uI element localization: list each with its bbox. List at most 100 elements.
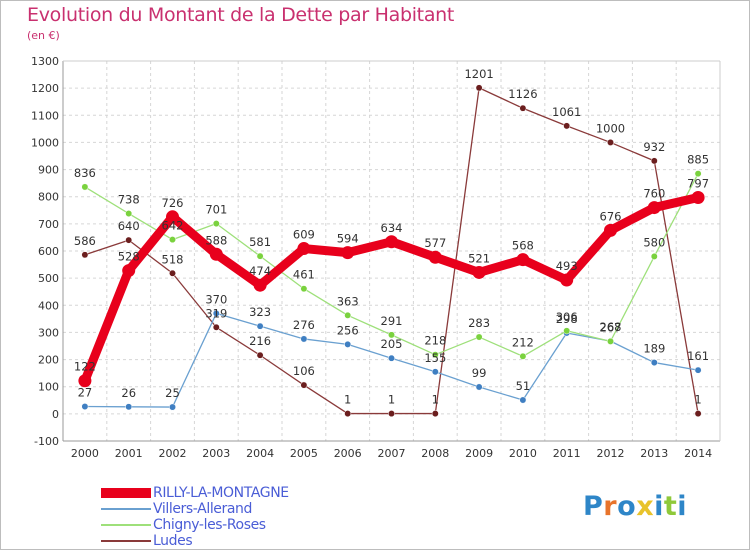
data-point — [604, 223, 617, 237]
data-point — [694, 366, 702, 374]
legend-swatch — [101, 508, 151, 510]
proxiti-logo: Proxiti — [583, 491, 687, 522]
data-label: 1 — [694, 393, 701, 407]
logo-letter: t — [663, 491, 678, 522]
x-tick-label: 2003 — [202, 447, 230, 460]
data-point — [212, 220, 220, 228]
data-point — [125, 403, 133, 411]
legend-swatch — [101, 488, 151, 498]
data-label: 155 — [424, 351, 446, 365]
data-label: 634 — [381, 221, 403, 235]
data-label: 474 — [249, 264, 271, 278]
data-point — [650, 359, 658, 367]
data-point — [475, 383, 483, 391]
legend-item: Villers-Allerand — [97, 501, 289, 517]
legend-item: RILLY-LA-MONTAGNE — [97, 485, 289, 501]
data-label: 26 — [121, 386, 136, 400]
y-tick-label: 1200 — [31, 82, 59, 95]
data-label: 106 — [293, 364, 315, 378]
data-point — [694, 170, 702, 178]
data-label: 701 — [205, 203, 227, 217]
data-label: 738 — [118, 193, 140, 207]
data-label: 276 — [293, 318, 315, 332]
data-point — [256, 351, 264, 359]
legend-item: Chigny-les-Roses — [97, 517, 289, 533]
data-point — [516, 253, 530, 267]
y-tick-label: 100 — [38, 381, 59, 394]
data-label: 594 — [337, 232, 359, 246]
data-point — [122, 264, 136, 278]
y-tick-label: 500 — [38, 272, 59, 285]
data-point — [428, 250, 442, 264]
data-label: 885 — [687, 153, 709, 167]
data-label: 256 — [337, 323, 359, 337]
data-point — [475, 333, 483, 341]
data-point — [212, 309, 220, 317]
chart-title: Evolution du Montant de la Dette par Hab… — [27, 4, 455, 26]
data-point — [125, 210, 133, 217]
data-point — [341, 246, 355, 260]
data-label: 216 — [249, 334, 271, 348]
data-label: 676 — [600, 209, 622, 223]
data-point — [344, 311, 352, 319]
data-label: 1061 — [552, 105, 581, 119]
data-point — [344, 340, 352, 348]
data-label: 1 — [388, 393, 395, 407]
data-label: 218 — [424, 334, 446, 348]
x-tick-label: 2000 — [71, 447, 99, 460]
data-label: 797 — [687, 177, 709, 191]
data-point — [472, 265, 486, 279]
data-label: 205 — [381, 337, 403, 351]
y-tick-label: 800 — [38, 191, 59, 204]
data-label: 932 — [643, 140, 665, 154]
data-point — [519, 104, 527, 112]
data-point — [388, 354, 395, 362]
y-tick-label: 300 — [38, 326, 59, 339]
data-label: 99 — [472, 366, 487, 380]
data-point — [650, 252, 658, 260]
data-point — [81, 403, 89, 410]
data-point — [431, 368, 439, 376]
data-label: 588 — [205, 233, 227, 247]
legend-swatch — [101, 540, 151, 542]
x-tick-label: 2005 — [290, 447, 318, 460]
x-tick-label: 2004 — [246, 447, 274, 460]
legend-label: Ludes — [153, 533, 193, 549]
data-point — [297, 242, 311, 256]
legend-label: RILLY-LA-MONTAGNE — [153, 485, 289, 501]
y-tick-label: 1300 — [31, 55, 59, 68]
y-tick-label: 400 — [38, 299, 59, 312]
y-tick-label: 200 — [38, 354, 59, 367]
x-tick-label: 2012 — [597, 447, 625, 460]
legend-label: Chigny-les-Roses — [153, 517, 266, 533]
data-label: 268 — [600, 320, 622, 334]
data-point — [212, 323, 220, 331]
x-tick-label: 2002 — [159, 447, 187, 460]
data-point — [81, 251, 89, 259]
y-tick-label: 1000 — [31, 136, 59, 149]
data-point — [256, 252, 264, 260]
data-point — [300, 285, 308, 293]
data-point — [256, 322, 264, 330]
data-label: 122 — [74, 360, 96, 374]
data-label: 1 — [432, 393, 439, 407]
data-label: 323 — [249, 305, 271, 319]
data-point — [388, 331, 395, 339]
data-point — [647, 201, 661, 215]
logo-letter: i — [654, 491, 664, 522]
data-label: 518 — [162, 252, 184, 266]
data-label: 581 — [249, 235, 271, 249]
data-point — [607, 337, 614, 345]
x-tick-label: 2007 — [378, 447, 406, 460]
data-label: 27 — [78, 386, 93, 400]
logo-letter: o — [617, 491, 637, 522]
data-label: 1000 — [596, 121, 625, 135]
data-point — [607, 138, 614, 146]
data-label: 51 — [516, 379, 531, 393]
y-tick-label: 0 — [52, 408, 59, 421]
data-label: 1201 — [464, 67, 493, 81]
data-label: 212 — [512, 335, 534, 349]
data-label: 25 — [165, 386, 180, 400]
data-label: 1126 — [508, 87, 537, 101]
data-point — [169, 236, 176, 244]
